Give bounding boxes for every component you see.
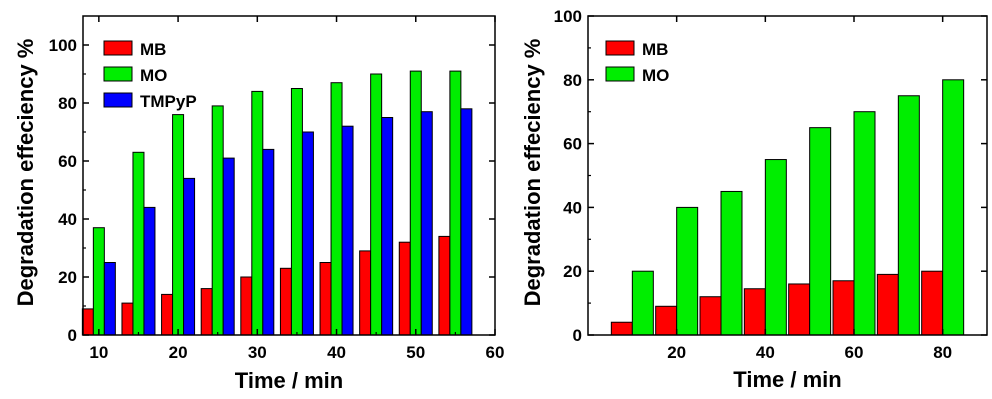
panel2-bar-mb-3: [699, 296, 722, 336]
panel1-bar-tmpyp-5: [262, 148, 275, 336]
panel2-bar-mo-7: [897, 95, 920, 336]
panel2-bar-mb-4: [743, 288, 766, 336]
panel1-y-tick-label-60: 60: [58, 152, 77, 171]
panel1-bar-mo-4: [211, 105, 224, 336]
panel1-bar-tmpyp-9: [420, 111, 433, 336]
panel1-bar-mo-5: [251, 90, 264, 336]
panel1-plot-frame: [82, 15, 496, 336]
panel1-x-tick-label-40: 40: [327, 343, 346, 362]
panel1-legend-swatch-mb: [103, 40, 133, 56]
panel1-bar-tmpyp-8: [381, 117, 394, 336]
panel1-x-tick-label-60: 60: [486, 343, 505, 362]
panel1-y-tick-label-100: 100: [49, 36, 77, 55]
panel2-legend-label-mo: MO: [642, 66, 669, 85]
panel1-bar-mb-2: [121, 302, 134, 336]
panel2-x-tick-label-80: 80: [933, 343, 952, 362]
panel1-bar-mb-9: [398, 241, 411, 336]
panel2-bar-mo-8: [942, 79, 965, 336]
panel2-bar-mb-8: [921, 270, 944, 336]
panel2-bar-mb-1: [610, 321, 633, 336]
panel1-bar-mb-6: [279, 267, 292, 336]
panel1-bar-mb-7: [319, 262, 332, 336]
panel1-y-tick-label-80: 80: [58, 94, 77, 113]
panel2-y-tick-label-0: 0: [573, 326, 582, 345]
panel1-bar-mb-4: [200, 288, 213, 336]
panel2-bar-mb-2: [655, 305, 678, 336]
panel1-bar-tmpyp-7: [341, 125, 354, 336]
panel1-bar-mo-1: [92, 227, 105, 336]
panel1-x-axis-title: Time / min: [235, 368, 343, 393]
panel2-y-tick-label-20: 20: [563, 262, 582, 281]
panel2-x-axis-title: Time / min: [733, 367, 841, 392]
panel2-legend-swatch-mb: [605, 40, 635, 56]
panel1-y-tick-label-0: 0: [68, 326, 77, 345]
panel2-bar-mo-2: [676, 206, 699, 336]
panel1-bar-tmpyp-6: [301, 131, 314, 336]
panel1-bar-tmpyp-1: [103, 262, 116, 336]
panel1-bar-mo-8: [370, 73, 383, 336]
panel2-legend-label-mb: MB: [642, 40, 668, 59]
panel1-y-tick-label-40: 40: [58, 210, 77, 229]
panel1-legend-label-mo: MO: [140, 66, 167, 85]
panel2-bar-mb-7: [876, 273, 899, 336]
panel1-bar-mo-9: [409, 70, 422, 336]
panel1-legend-label-mb: MB: [140, 40, 166, 59]
panel1-bar-mo-10: [449, 70, 462, 336]
panel1-bar-mb-3: [161, 293, 174, 336]
panel1-bar-tmpyp-3: [183, 177, 196, 336]
panel2-x-tick-label-20: 20: [667, 343, 686, 362]
panel2-x-tick-label-40: 40: [756, 343, 775, 362]
panel1-bar-mo-2: [132, 151, 145, 336]
panel2-y-axis-title: Degradation effeciency %: [520, 39, 545, 307]
panel1-bar-tmpyp-4: [222, 157, 235, 336]
panel1-bar-mo-3: [172, 114, 185, 336]
panel1-y-tick-label-20: 20: [58, 268, 77, 287]
panel2-legend-swatch-mo: [605, 66, 635, 82]
panel1-bar-tmpyp-2: [143, 206, 156, 336]
panel1-x-tick-label-30: 30: [248, 343, 267, 362]
panel2-y-tick-label-80: 80: [563, 71, 582, 90]
panel1-y-axis-title: Degradation effeciency %: [13, 39, 38, 307]
panel1-legend-swatch-mo: [103, 66, 133, 82]
panel1-bar-mo-7: [330, 82, 343, 336]
panel2-bar-mb-6: [832, 280, 855, 336]
panel1-legend-swatch-tmpyp: [103, 92, 133, 108]
panel2-y-tick-label-40: 40: [563, 198, 582, 217]
panel1-bar-mb-5: [240, 276, 253, 336]
panel1-legend-label-tmpyp: TMPyP: [140, 92, 197, 111]
panel2-bar-mo-3: [720, 190, 743, 336]
panel2-bar-mo-4: [764, 159, 787, 336]
panel1-bar-mb-8: [359, 250, 372, 336]
panel2-bar-mo-6: [853, 111, 876, 336]
panel2-bar-mo-5: [809, 127, 832, 336]
panel2-y-tick-label-60: 60: [563, 135, 582, 154]
panel2-x-tick-label-60: 60: [845, 343, 864, 362]
panel1-bar-mb-10: [438, 235, 451, 336]
panel1-x-tick-label-20: 20: [169, 343, 188, 362]
panel1-x-tick-label-10: 10: [89, 343, 108, 362]
panel2-bar-mo-1: [631, 270, 654, 336]
panel2-bar-mb-5: [788, 283, 811, 336]
panel1-bar-tmpyp-10: [460, 108, 473, 336]
panel1-bar-mb-1: [81, 308, 94, 336]
panel1-x-tick-label-50: 50: [406, 343, 425, 362]
panel2-y-tick-label-100: 100: [554, 7, 582, 26]
panel1-bar-mo-6: [290, 88, 303, 336]
